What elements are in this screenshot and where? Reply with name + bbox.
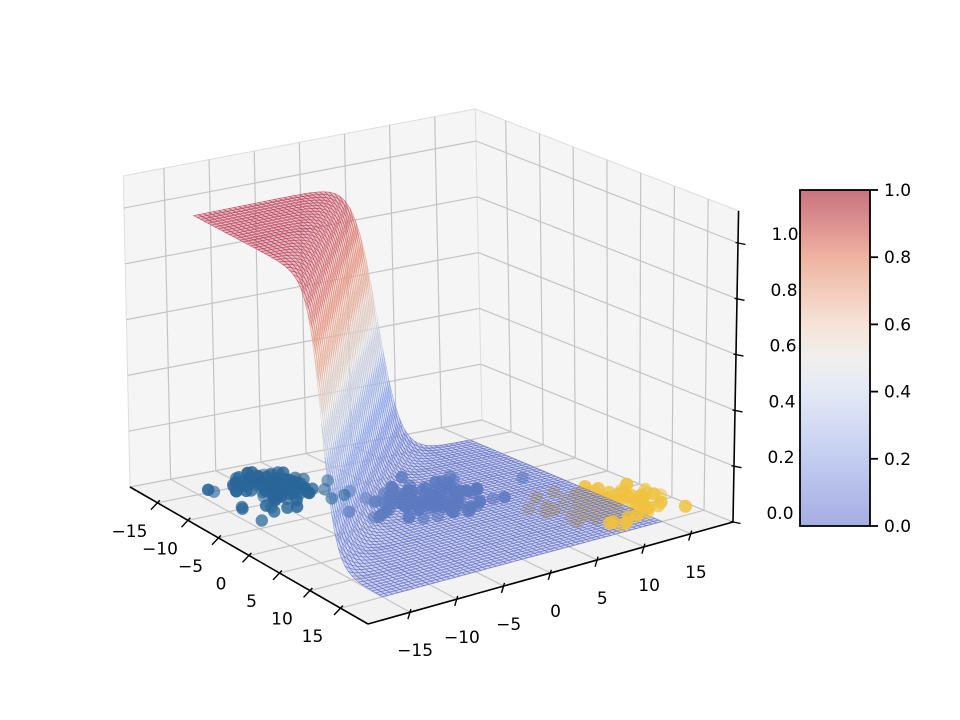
scatter-point-cluster0 [290,500,304,513]
y-tick [547,569,552,581]
z-tick [731,465,742,469]
surface-cell [378,593,389,598]
z-tick [733,353,744,357]
colorbar-swatch [800,190,870,526]
scatter-point-cluster0 [255,514,268,527]
y-tick-label: 15 [685,563,707,583]
z-tick-label: 0.0 [766,504,793,524]
scatter-point-cluster0 [230,485,243,498]
x-tick [272,569,283,581]
z-tick-label: 0.4 [768,392,795,412]
scatter-point-cluster2 [636,491,650,505]
x-tick-label: −5 [178,557,203,577]
y-tick-label: 10 [638,576,660,596]
z-tick [735,241,746,246]
rightwall-grid-x [639,172,642,485]
leftwall-grid-y [388,125,397,437]
colorbar-border [799,189,871,527]
scatter-point-cluster0 [325,492,338,505]
x-tick [150,499,161,511]
rightwall-grid-x [671,186,676,498]
colorbar-tick-label: 1.0 [884,181,911,201]
y-tick-label: −15 [397,641,433,661]
leftwall-grid-y [434,116,442,428]
scatter-point-cluster2 [620,477,634,491]
scatter-point-cluster0 [318,483,331,496]
scatter-over-surface [202,466,693,532]
scatter-point-cluster2 [603,516,617,530]
y-tick [407,608,412,620]
surface-mesh [192,191,663,598]
rightwall-grid-x [505,120,512,432]
y-tick [641,543,646,554]
z-tick [730,520,741,525]
x-tick [333,605,344,616]
rightwall-grid-z [479,307,736,411]
scatter-point-cluster0 [236,502,249,515]
rightwall-grid-x [703,199,709,511]
scatter-point-cluster2 [678,499,693,513]
leftwall-grid-z [127,307,480,376]
y-tick [594,556,599,567]
scatter-point-cluster2 [614,518,628,532]
colorbar-tick-label: 0.8 [884,248,911,268]
x-tick [241,552,252,563]
scatter-point-cluster0 [338,488,351,502]
leftwall-grid-z [128,363,481,432]
rightwall-grid-x [538,133,544,445]
y-tick [688,530,693,541]
colorbar-tick-label: 0.2 [884,450,911,470]
leftwall-grid-z [125,196,478,265]
rightwall-grid-x [572,146,576,458]
leftwall-grid-y [208,159,217,471]
y-tick-label: −5 [496,615,521,635]
z-tick-label: 0.6 [769,337,796,357]
scatter-point-cluster2 [651,499,665,513]
z-tick-label: 0.2 [767,448,794,468]
x-tick-label: 5 [246,592,257,612]
z-tick [732,409,743,413]
scatter-point-cluster0 [281,501,294,514]
scatter-point-cluster1 [498,491,511,504]
z-tick-label: 0.8 [770,281,797,301]
y-tick-label: 0 [550,602,561,622]
y-tick [454,595,459,607]
rightwall-grid-x [606,159,609,472]
colorbar-tick-label: 0.4 [884,383,911,403]
scatter-point-cluster2 [640,505,655,519]
scatter-point-cluster0 [240,484,253,498]
z-axis-line [732,210,740,523]
x-tick-label: 10 [271,610,293,630]
scatter-point-cluster0 [268,505,281,518]
rightwall-grid-z [480,363,735,467]
y-tick [500,582,506,594]
leftwall-grid-z [129,419,483,488]
y-tick-label: −10 [444,628,480,648]
x-tick-label: 15 [302,627,324,647]
x-tick [211,534,222,546]
x-tick [180,517,191,528]
axes: −15−10−5051015−15−10−50510150.00.20.40.6… [112,210,799,661]
x-tick-label: 0 [216,575,227,595]
leftwall-grid-y [253,150,262,463]
scatter-point-cluster0 [207,485,221,498]
colorbar: 0.0 0.2 0.4 0.6 0.8 1.0 [799,181,911,537]
rightwall-grid-z [478,252,737,356]
leftwall-grid-y [163,168,172,480]
z-tick-label: 1.0 [771,225,798,245]
colorbar-tick-label: 0.0 [884,517,911,537]
rightwall-grid-z [476,196,738,300]
z-tick [734,297,745,301]
colorbar-tick-label: 0.6 [884,315,911,335]
rightwall-grid-z [475,140,739,244]
x-tick-label: −10 [142,539,178,559]
leftwall-grid-z [123,140,477,209]
y-tick-label: 5 [597,589,608,609]
x-tick [303,587,313,598]
scatter-point-cluster0 [303,486,316,500]
x-tick-label: −15 [112,522,148,542]
